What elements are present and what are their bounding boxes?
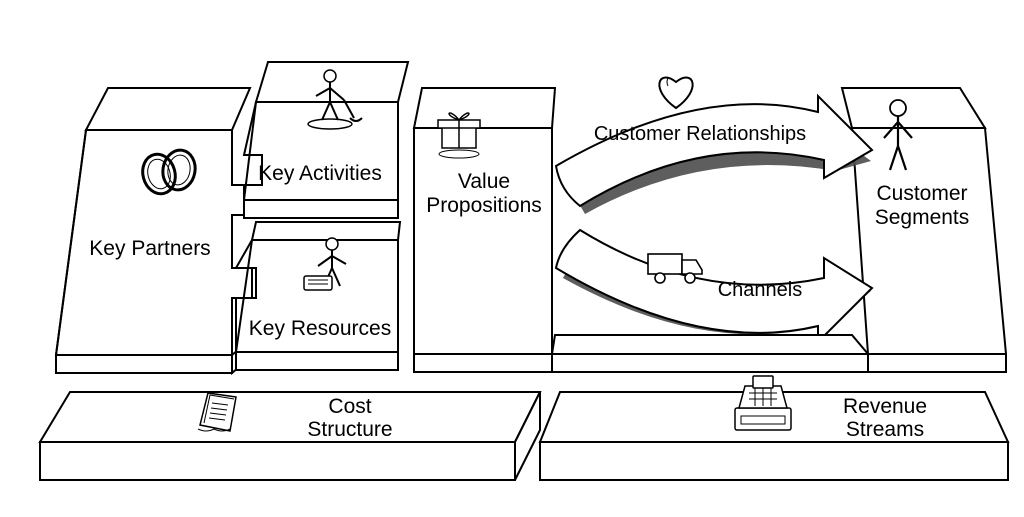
block-center-floor <box>552 335 868 372</box>
block-revenue-streams: Revenue Streams <box>540 376 1008 480</box>
key-partners-label: Key Partners <box>89 237 210 260</box>
arrow-customer-relationships: Customer Relationships <box>556 78 872 214</box>
cost-structure-label-1: Cost <box>328 395 371 418</box>
cost-structure-label-2: Structure <box>307 418 392 441</box>
revenue-streams-label-1: Revenue <box>843 395 927 418</box>
customer-segments-label-2: Segments <box>875 206 970 229</box>
customer-relationships-label: Customer Relationships <box>594 123 806 145</box>
customer-segments-label-1: Customer <box>876 182 967 205</box>
block-value-propositions: Value Propositions <box>414 88 555 372</box>
arrow-channels: Channels <box>556 230 872 342</box>
key-resources-label: Key Resources <box>249 317 391 340</box>
value-propositions-label-1: Value <box>458 170 510 193</box>
value-propositions-label-2: Propositions <box>426 194 542 217</box>
block-key-partners: Key Partners <box>56 88 252 373</box>
key-activities-label: Key Activities <box>258 162 382 185</box>
revenue-streams-label-2: Streams <box>846 418 924 441</box>
block-customer-segments: Customer Segments <box>842 88 1006 372</box>
block-key-activities: Key Activities <box>244 62 408 218</box>
block-cost-structure: Cost Structure <box>40 392 540 480</box>
business-model-canvas-diagram: Cost Structure Revenue Streams <box>0 0 1024 517</box>
block-key-resources: Key Resources <box>236 222 400 370</box>
heart-icon <box>659 78 692 108</box>
channels-label: Channels <box>718 279 803 301</box>
